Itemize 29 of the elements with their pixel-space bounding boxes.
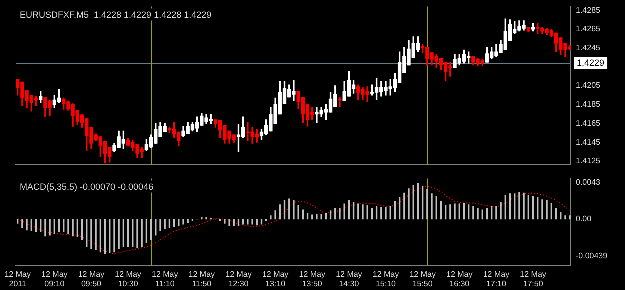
y-tick-label: -0.00439	[576, 252, 608, 261]
chart-title: MACD(5,35,5) -0.00070 -0.00046	[20, 182, 154, 192]
x-tick-label: 12 May 11:10	[152, 270, 178, 288]
y-tick-label: 1.4125	[576, 156, 602, 166]
x-tick-label: 12 May 15:10	[372, 270, 400, 288]
ref-line-label: 1.4229	[577, 58, 605, 68]
x-tick-label: 12 May 10:30	[115, 270, 142, 288]
y-tick-label: 1.4145	[576, 138, 602, 147]
x-tick-label: 12 May 09:50	[78, 270, 105, 288]
x-tick-label: 12 May 11:50	[188, 270, 216, 288]
y-tick-label: 1.4245	[576, 43, 602, 52]
x-tick-label: 12 May 14:30	[336, 270, 362, 288]
y-tick-label: 0.0043	[576, 178, 602, 188]
x-tick-label: 12 May 17:10	[483, 270, 510, 288]
x-tick-label: 12 May 15:50	[410, 270, 436, 288]
x-tick-label: 12 May 13:50	[299, 270, 326, 288]
y-tick-label: 1.4205	[576, 81, 602, 90]
y-tick-label: 1.4285	[576, 6, 602, 15]
y-tick-label: 1.4165	[576, 118, 602, 128]
y-tick-label: 1.4185	[576, 100, 602, 110]
y-tick-label: 0.00	[576, 214, 592, 224]
x-tick-label: 12 May 2011	[4, 270, 31, 288]
chart-title: EURUSDFXF,M5 1.4228 1.4229 1.4228 1.4229	[20, 10, 212, 20]
y-tick-label: 1.4265	[576, 24, 602, 34]
x-tick-label: 12 May 09:10	[42, 270, 68, 288]
x-tick-label: 12 May 13:10	[262, 270, 289, 288]
x-tick-label: 12 May 16:30	[446, 270, 473, 288]
x-tick-label: 12 May 12:30	[226, 270, 252, 288]
x-tick-label: 12 May 17:50	[520, 270, 546, 288]
